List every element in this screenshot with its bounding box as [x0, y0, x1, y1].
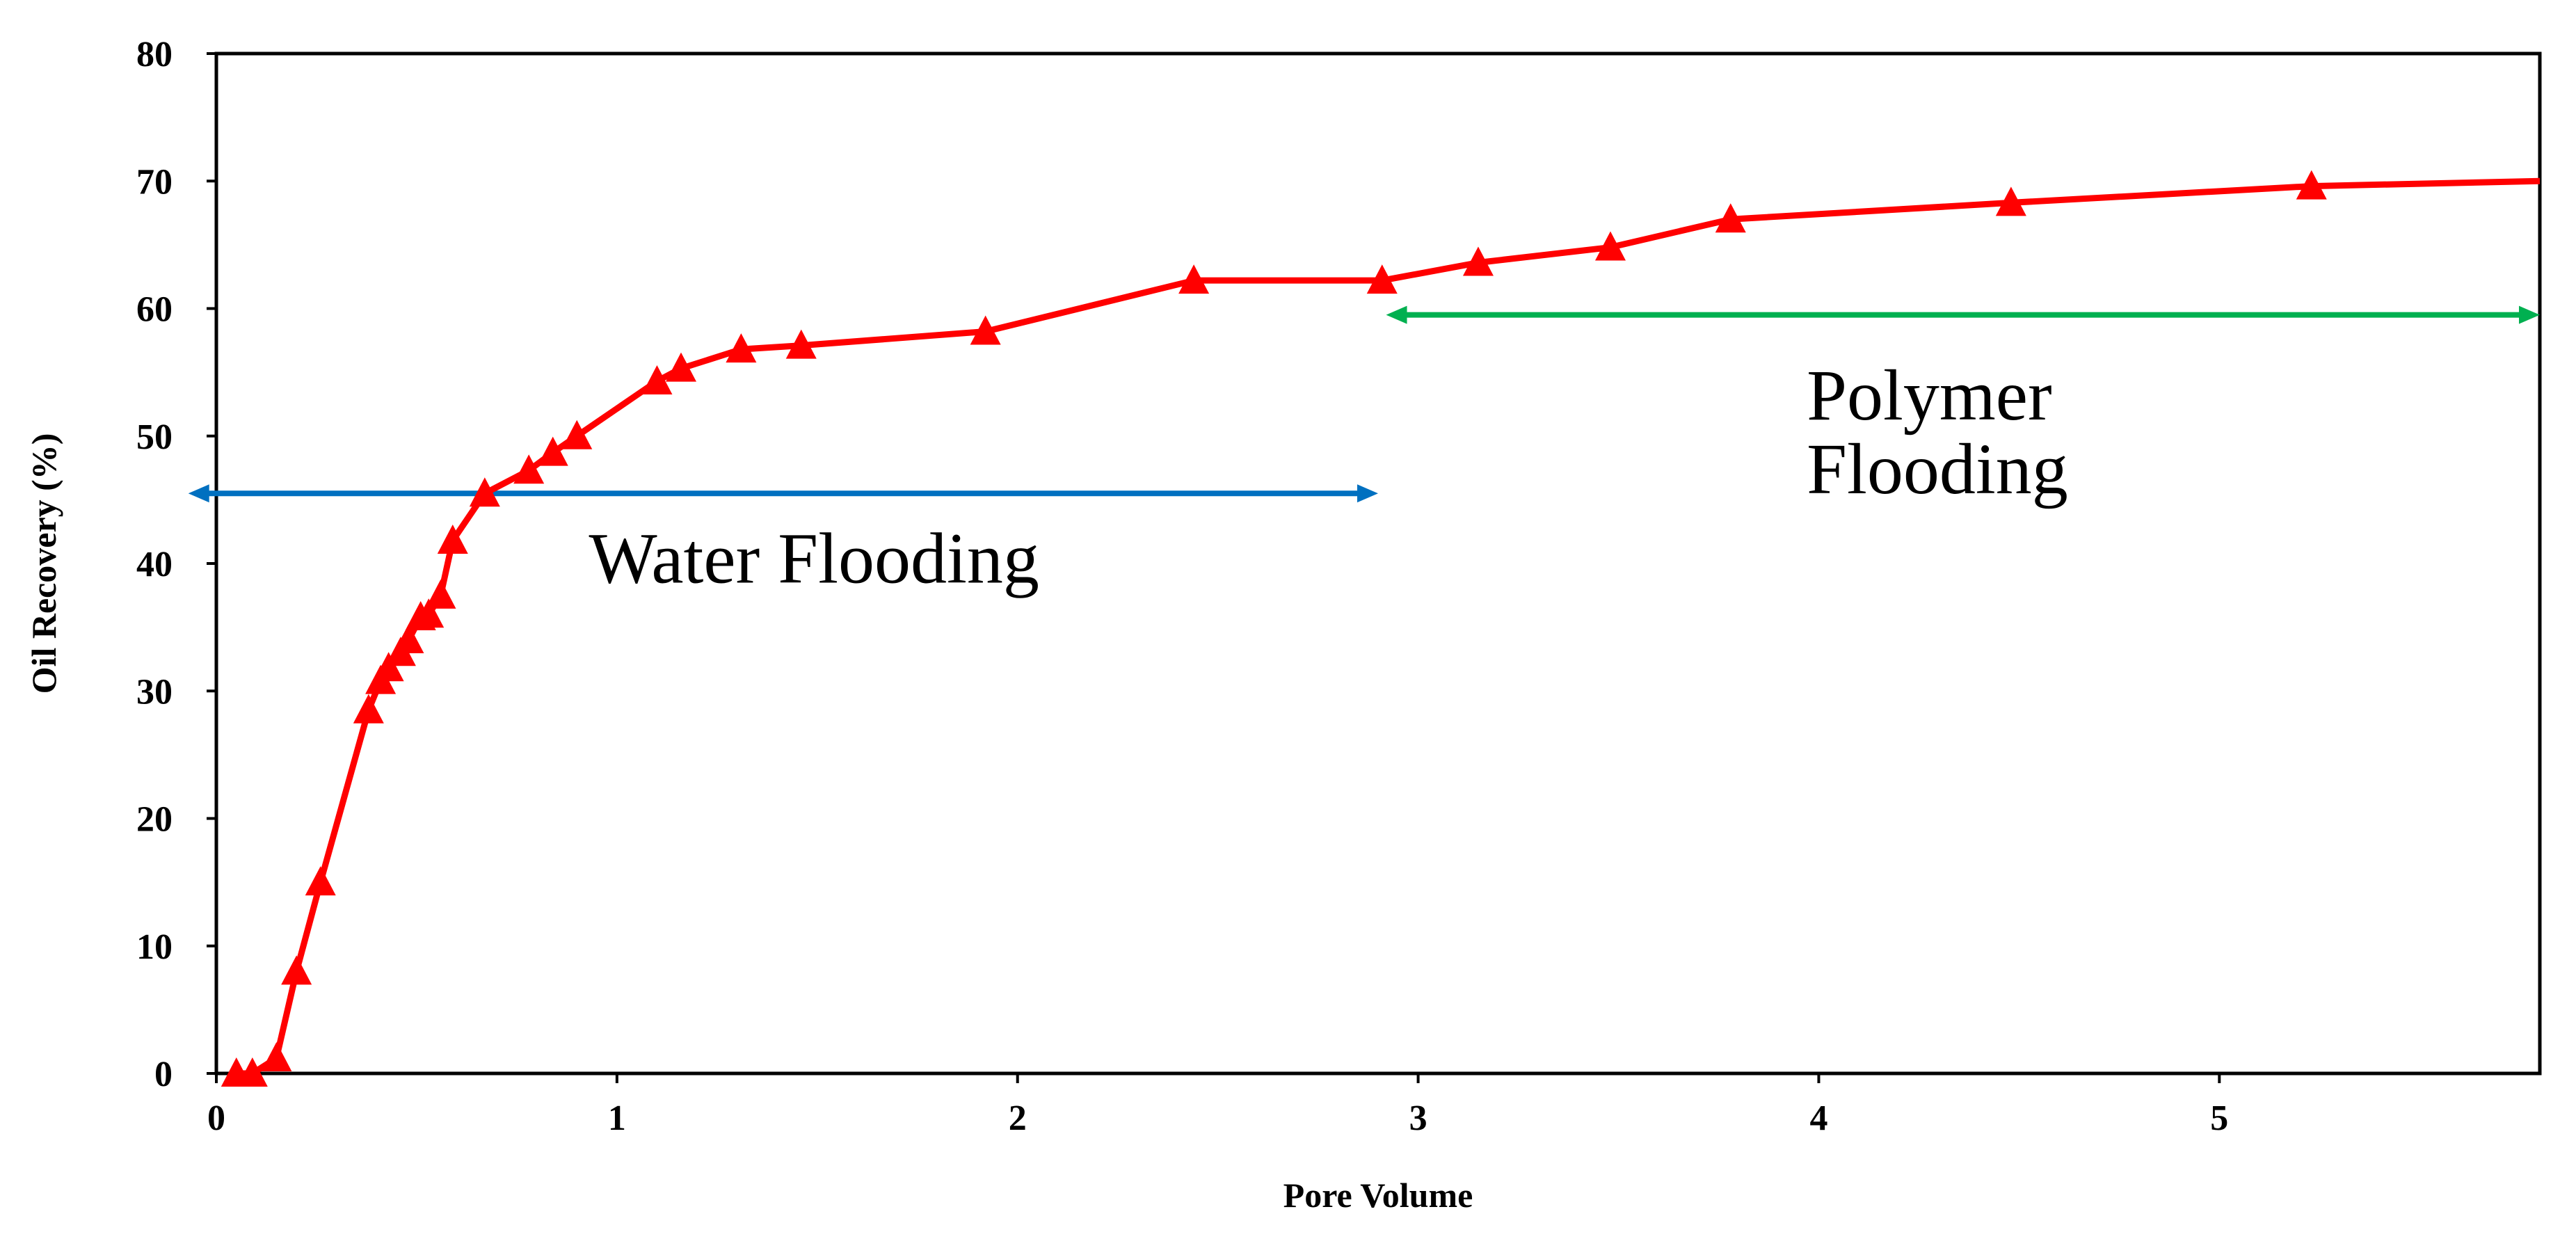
polymer-flooding-arrowhead-left [1386, 305, 1407, 324]
plot-area [214, 51, 2542, 1076]
y-axis-title: Oil Recovery (%) [24, 433, 63, 694]
data-point-marker [785, 329, 817, 359]
plot-frame [214, 51, 2542, 1076]
water-flooding-label: Water Flooding [589, 518, 1039, 598]
y-tick-label: 30 [136, 672, 173, 712]
y-tick-label: 40 [136, 545, 173, 584]
x-tick-label: 2 [1009, 1098, 1027, 1138]
data-point-marker [425, 579, 456, 609]
polymer-flooding-label: Polymer [1807, 355, 2051, 435]
polymer-flooding-label: Flooding [1807, 429, 2068, 509]
data-point-marker [1715, 203, 1746, 233]
data-point-marker [1178, 264, 1210, 294]
x-tick-label: 3 [1409, 1098, 1427, 1138]
data-point-marker [1462, 246, 1494, 276]
data-point-marker [281, 955, 312, 985]
data-point-marker [437, 525, 468, 554]
y-tick-label: 20 [136, 800, 173, 840]
x-tick-label: 4 [1809, 1098, 1827, 1138]
data-point-marker [261, 1042, 292, 1072]
data-point-marker [970, 315, 1001, 345]
data-point-marker [1366, 264, 1398, 294]
data-point-marker [726, 333, 757, 363]
x-axis-title: Pore Volume [1283, 1176, 1473, 1215]
water-flooding-arrowhead-right [1357, 484, 1378, 503]
data-point-marker [561, 419, 593, 449]
data-point-marker [393, 623, 424, 653]
x-tick-label: 1 [608, 1098, 626, 1138]
data-point-marker [237, 1057, 268, 1087]
data-point-marker [413, 598, 445, 628]
y-tick-label: 80 [136, 35, 173, 74]
y-tick-label: 10 [136, 927, 173, 967]
data-point-marker [373, 652, 404, 682]
data-point-marker [1595, 231, 1626, 261]
x-tick-label: 5 [2210, 1098, 2228, 1138]
water-flooding-arrowhead-left [188, 484, 209, 503]
data-point-marker [305, 866, 336, 896]
flooding-arrows [188, 305, 2540, 503]
y-tick-label: 50 [136, 417, 173, 457]
data-point-marker [2296, 170, 2327, 200]
data-point-marker [469, 477, 500, 507]
polymer-flooding-arrowhead-right [2519, 305, 2540, 324]
data-point-marker [537, 436, 568, 466]
y-tick-label: 70 [136, 162, 173, 202]
y-tick-label: 0 [154, 1055, 173, 1094]
data-point-marker [641, 365, 673, 394]
data-series [221, 170, 2541, 1087]
y-tick-label: 60 [136, 290, 173, 330]
data-point-marker [353, 694, 384, 724]
data-point-marker [1995, 186, 2026, 216]
data-point-marker [666, 352, 696, 382]
data-point-marker [513, 454, 545, 484]
x-tick-label: 0 [207, 1098, 225, 1138]
